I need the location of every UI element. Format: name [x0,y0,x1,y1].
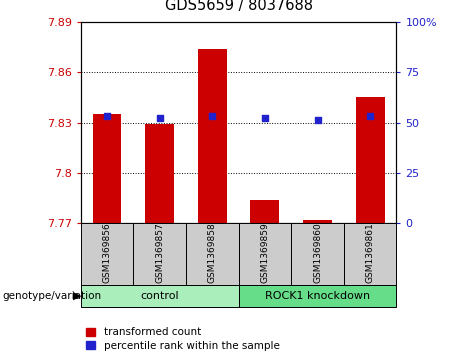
Text: control: control [140,291,179,301]
Bar [93,114,121,223]
Bar [291,223,344,285]
Text: ▶: ▶ [73,291,81,301]
Point [208,114,216,119]
Bar [198,49,227,223]
Text: GSM1369859: GSM1369859 [260,223,269,283]
Point [314,118,321,123]
Bar [250,200,279,223]
Point [366,114,374,119]
Text: ROCK1 knockdown: ROCK1 knockdown [265,291,370,301]
Text: GSM1369856: GSM1369856 [102,223,112,283]
Bar [344,223,396,285]
Legend: transformed count, percentile rank within the sample: transformed count, percentile rank withi… [86,327,279,351]
Text: genotype/variation: genotype/variation [2,291,101,301]
Text: GDS5659 / 8037688: GDS5659 / 8037688 [165,0,313,13]
Point [261,115,269,121]
Point [103,114,111,119]
Text: GSM1369860: GSM1369860 [313,223,322,283]
Bar [239,223,291,285]
Bar [81,285,239,307]
Bar [303,220,332,223]
Bar [81,223,133,285]
Text: GSM1369857: GSM1369857 [155,223,164,283]
Text: GSM1369858: GSM1369858 [208,223,217,283]
Bar [145,124,174,223]
Bar [186,223,239,285]
Bar [133,223,186,285]
Bar [239,285,396,307]
Point [156,115,163,121]
Text: GSM1369861: GSM1369861 [366,223,375,283]
Bar [356,97,384,223]
